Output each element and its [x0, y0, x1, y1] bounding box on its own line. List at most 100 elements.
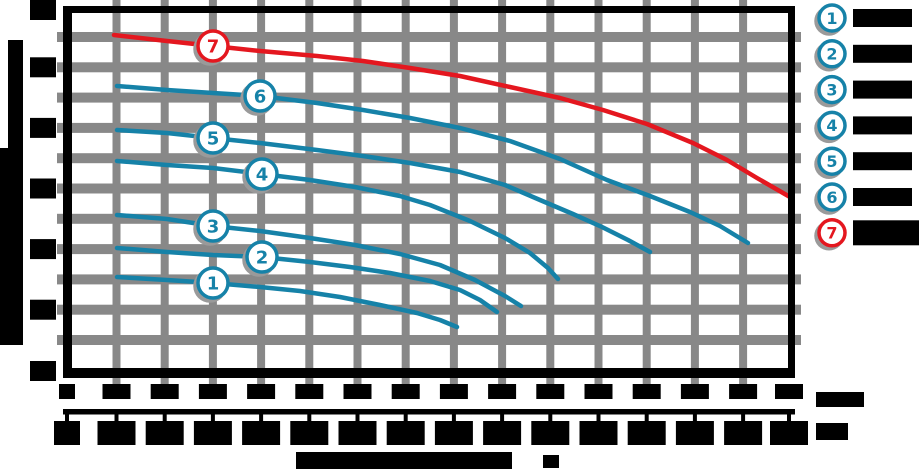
gridline-vertical	[208, 0, 217, 384]
x-axis-scale1-label-redaction	[295, 384, 324, 399]
legend-label-redaction	[853, 44, 912, 63]
gridline-horizontal	[57, 32, 801, 42]
curve-marker-3-number: 3	[207, 216, 220, 237]
legend: 1 2 3 4 5 6 7	[814, 3, 919, 251]
x-axis-scale2-label-redaction	[724, 421, 763, 445]
curve-7	[111, 32, 793, 200]
second-x-axis	[63, 409, 795, 422]
x-axis-scale1-label-redaction	[59, 384, 75, 399]
x-axis-scale1-label-redaction	[488, 384, 517, 399]
second-x-axis-tick	[500, 414, 505, 422]
y-axis-label-redaction	[30, 299, 56, 320]
gridline-vertical	[160, 0, 169, 384]
x-axis-title-redaction	[296, 452, 512, 469]
legend-item-6: 6	[814, 182, 912, 215]
x-axis-scale2-label-redaction	[770, 421, 808, 445]
gridline-horizontal	[57, 62, 801, 73]
second-x-axis-tick	[403, 414, 408, 422]
x-axis-scale1-label-redaction	[680, 384, 709, 399]
legend-item-7: 7	[814, 218, 919, 251]
gridline-horizontal	[57, 304, 801, 315]
legend-item-2: 2	[814, 39, 912, 72]
second-x-axis-line	[63, 409, 795, 415]
second-x-axis-tick	[65, 414, 69, 422]
curve-marker-7	[196, 29, 230, 63]
x-axis-scale2-label-redaction	[483, 421, 522, 445]
y-axis-label-redaction	[30, 0, 56, 20]
x-axis-scale1-label-redaction	[775, 384, 803, 399]
legend-label-redaction	[853, 80, 912, 99]
legend-marker-6	[817, 182, 847, 212]
curve-marker-4	[245, 157, 279, 191]
curves	[111, 32, 793, 330]
gridline-horizontal	[57, 213, 801, 224]
curve-4	[114, 158, 561, 282]
x-axis-scale2-label-redaction	[242, 421, 281, 445]
curve-marker-5-number: 5	[207, 128, 220, 149]
x-axis-scale2-label-redaction	[97, 421, 136, 445]
gridline-vertical	[739, 0, 748, 384]
curve-2	[114, 245, 500, 315]
curve-marker-1	[196, 266, 230, 300]
legend-marker-3-number: 3	[826, 80, 837, 99]
x-axis-scale2-label-redaction	[338, 421, 377, 445]
x-axis-scale1-label-redaction	[536, 384, 565, 399]
curve-marker-2-number: 2	[256, 247, 269, 268]
x-axis-scale1-unit-redaction	[816, 392, 864, 407]
legend-label-redaction	[853, 116, 912, 135]
curve-marker-4-number: 4	[256, 164, 269, 185]
x-axis-scale2-unit-redaction	[816, 423, 848, 440]
plot-right-border	[788, 6, 795, 378]
legend-marker-2	[817, 39, 847, 69]
legend-marker-7-number: 7	[826, 224, 837, 243]
x-axis-scale2-label-redaction	[54, 421, 80, 445]
x-axis-scale1-label-redaction	[584, 384, 613, 399]
legend-marker-2-number: 2	[826, 45, 837, 64]
y-axis-line	[63, 6, 72, 378]
gridline-horizontal	[57, 153, 801, 164]
x-axis-scale2-label-redaction	[145, 421, 184, 445]
gridline-vertical	[353, 0, 362, 384]
legend-label-redaction	[853, 152, 912, 171]
legend-marker-4	[817, 110, 847, 141]
curve-marker-7-number: 7	[207, 36, 220, 57]
x-axis-scale2-label-redaction	[434, 421, 473, 445]
x-axis-scale1-label-redaction	[632, 384, 661, 399]
second-x-axis-tick	[210, 414, 215, 422]
curve-1	[114, 274, 460, 330]
x-axis-scale2-label-redaction	[290, 421, 329, 445]
gridline-horizontal	[57, 183, 801, 194]
y-axis-label-redaction	[30, 178, 56, 199]
curve-marker-1-number: 1	[207, 273, 220, 294]
legend-item-4: 4	[814, 110, 912, 144]
legend-item-3: 3	[814, 74, 912, 108]
x-axis-scale1-label-redaction	[150, 384, 179, 399]
legend-marker-7	[817, 218, 847, 248]
second-x-axis-tick	[596, 414, 601, 422]
legend-marker-5	[817, 146, 847, 176]
x-axis-scale1-label-redaction	[343, 384, 372, 399]
second-x-axis-tick	[787, 414, 791, 422]
curve-marker-6	[243, 79, 277, 113]
redacted-labels	[0, 0, 864, 469]
x-axis-scale1-label-redaction	[729, 384, 758, 399]
legend-label-redaction	[853, 220, 919, 246]
y-axis-title-redaction	[8, 40, 23, 148]
gridline-horizontal	[57, 244, 801, 255]
second-x-axis-tick	[259, 414, 264, 422]
curve-markers: 1 2 3 4 5 6 7	[193, 29, 279, 303]
second-x-axis-tick	[307, 414, 312, 422]
curve-marker-2	[245, 240, 279, 274]
second-x-axis-tick	[355, 414, 360, 422]
x-axis-title-redaction	[543, 455, 559, 468]
second-x-axis-tick	[644, 414, 649, 422]
x-axis-scale1-label-redaction	[439, 384, 468, 399]
gridline-vertical	[642, 0, 651, 384]
x-axis-scale1-label-redaction	[391, 384, 420, 399]
legend-label-redaction	[853, 188, 912, 206]
legend-marker-3	[817, 74, 847, 105]
plot-top-border	[63, 6, 795, 13]
second-x-axis-tick	[741, 414, 746, 422]
second-x-axis-tick	[114, 414, 119, 422]
